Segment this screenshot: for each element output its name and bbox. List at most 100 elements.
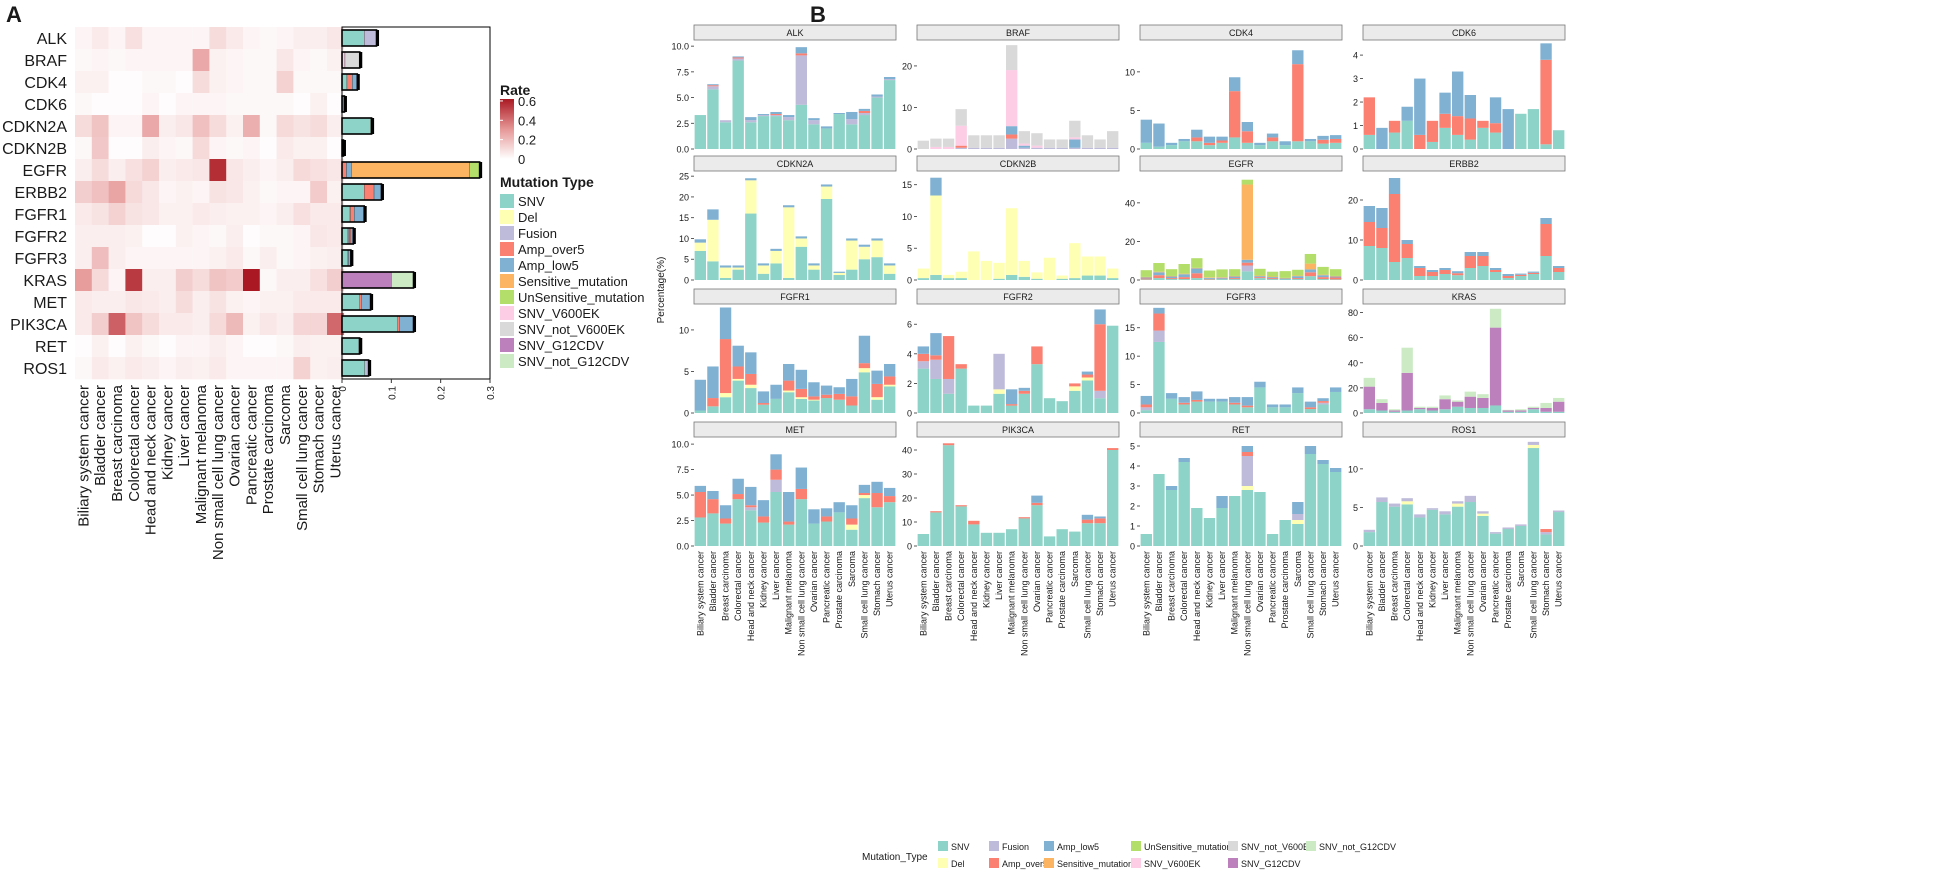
facet-bar-segment [1254,276,1266,278]
facet-bar-segment [833,113,845,115]
y-tick-label: 5 [1130,106,1135,116]
facet-bar-segment [968,524,980,546]
facet-bar-segment [1376,248,1388,280]
facet-bar-segment [1304,263,1317,270]
gene-rate-bar-outline [341,249,352,267]
facet-bar-segment [1229,279,1241,280]
facet-bar-segment [1006,405,1018,413]
facet-cdk4: CDK4 0 5 10 [1125,24,1343,155]
facet-bar-segment [1266,404,1279,408]
facet-bar-segment [820,184,833,187]
y-tick-label: 0 [1130,145,1135,155]
facet-bar-segment [694,410,706,413]
heatmap-cell [159,225,177,248]
facet-bar-segment [1031,346,1043,365]
facet-bar-segment [1241,486,1253,490]
heatmap-cell [142,203,160,226]
facet-bar-segment [1401,106,1413,121]
heatmap-cell [293,159,311,182]
facet-bar-segment [1094,390,1106,399]
y-tick-label: 10 [902,103,912,113]
facet-bar-segment [770,469,782,480]
facet-bar-segment [858,372,871,413]
facet-bar-segment [955,109,967,126]
facet-bar-segment [1178,397,1190,403]
x-tick-label: Uterus cancer [1331,551,1341,607]
facet-bar-segment [1464,118,1476,140]
facet-bar-segment [1426,407,1439,411]
facet-bar-segment [1401,504,1413,546]
heatmap-cell [226,291,244,314]
facet-bar-segment [1489,272,1502,280]
facet-bar-segment [1439,268,1451,270]
x-tick-label: Malignant melanoma [1007,551,1017,635]
facet-bar-segment [732,366,744,379]
facet-bar-segment [1502,529,1514,546]
facet-bar-segment [1165,490,1178,546]
facet-bar-segment [833,512,845,546]
heatmap-cell [142,225,160,248]
heatmap-cell [125,225,143,248]
heatmap-cell [327,247,345,270]
cancer-label: Malignant melanoma [193,384,210,524]
legend-b-label: UnSensitive_mutation [1144,842,1232,852]
legend-b-swatch [938,858,948,868]
facet-bar-segment [1018,518,1030,546]
heatmap-cell [75,71,93,94]
x-tick-label: Non small cell lung cancer [1465,551,1475,656]
facet-bar-segment [884,79,896,81]
facet-bar-segment [1203,518,1216,546]
facet-bar-segment [1165,398,1178,413]
heatmap-cell [175,71,193,94]
mutation-legend-label: Fusion [518,226,557,241]
heatmap-cell [259,203,277,226]
facet-bar-segment [1292,279,1304,280]
facet-bar-segment [1153,307,1165,314]
facet-bar-segment [1376,127,1388,149]
facet-bar-segment [1107,268,1119,279]
heatmap-cell [293,27,311,50]
facet-bar-segment [1527,441,1540,445]
facet-bar-segment [1426,141,1439,149]
facet-kras: KRAS 0 20 40 60 80 [1348,288,1566,419]
heatmap-cell [310,159,328,182]
facet-bar-segment [1414,517,1426,546]
facet-bar-segment [1006,70,1018,127]
heatmap-cell [142,291,160,314]
facet-title: RET [1232,425,1251,435]
heatmap-cell [293,71,311,94]
facet-bar-segment [1515,273,1527,275]
facet-bar-segment [1069,137,1081,140]
facet-bar-segment [1477,397,1489,408]
x-tick-label: Small cell lung cancer [859,551,869,639]
heatmap-cell [209,137,227,160]
facet-bar-segment [1069,278,1081,280]
x-tick-label: Kidney cancer [1427,551,1437,608]
facet-bar-segment [858,495,871,499]
facet-bar-segment [1414,266,1426,268]
heatmap-cell [276,357,294,380]
heatmap-cell [276,291,294,314]
heatmap-cell [243,49,261,72]
facet-bar-segment [1069,386,1081,391]
facet-bar-segment [808,269,820,280]
facet-bar-segment [1540,411,1552,413]
y-tick-label: 0 [1353,276,1358,286]
heatmap-cell [108,247,126,270]
facet-bar-segment [1241,407,1253,413]
legend-b-label: SNV_G12CDV [1241,859,1301,869]
heatmap-cell [226,159,244,182]
heatmap-cell [192,49,210,72]
facet-title: ROS1 [1452,425,1477,435]
facet-bar-segment [1477,256,1489,266]
facet-bar-segment [871,493,883,508]
facet-bar-segment [1292,269,1304,276]
facet-bar-segment [1216,142,1228,149]
facet-strip [1139,155,1343,172]
facet-bar-segment [1515,524,1527,526]
heatmap-cell [192,137,210,160]
facet-bar-segment [1317,275,1329,278]
facet-bar-segment [917,368,929,413]
facet-bar-segment [942,146,955,149]
